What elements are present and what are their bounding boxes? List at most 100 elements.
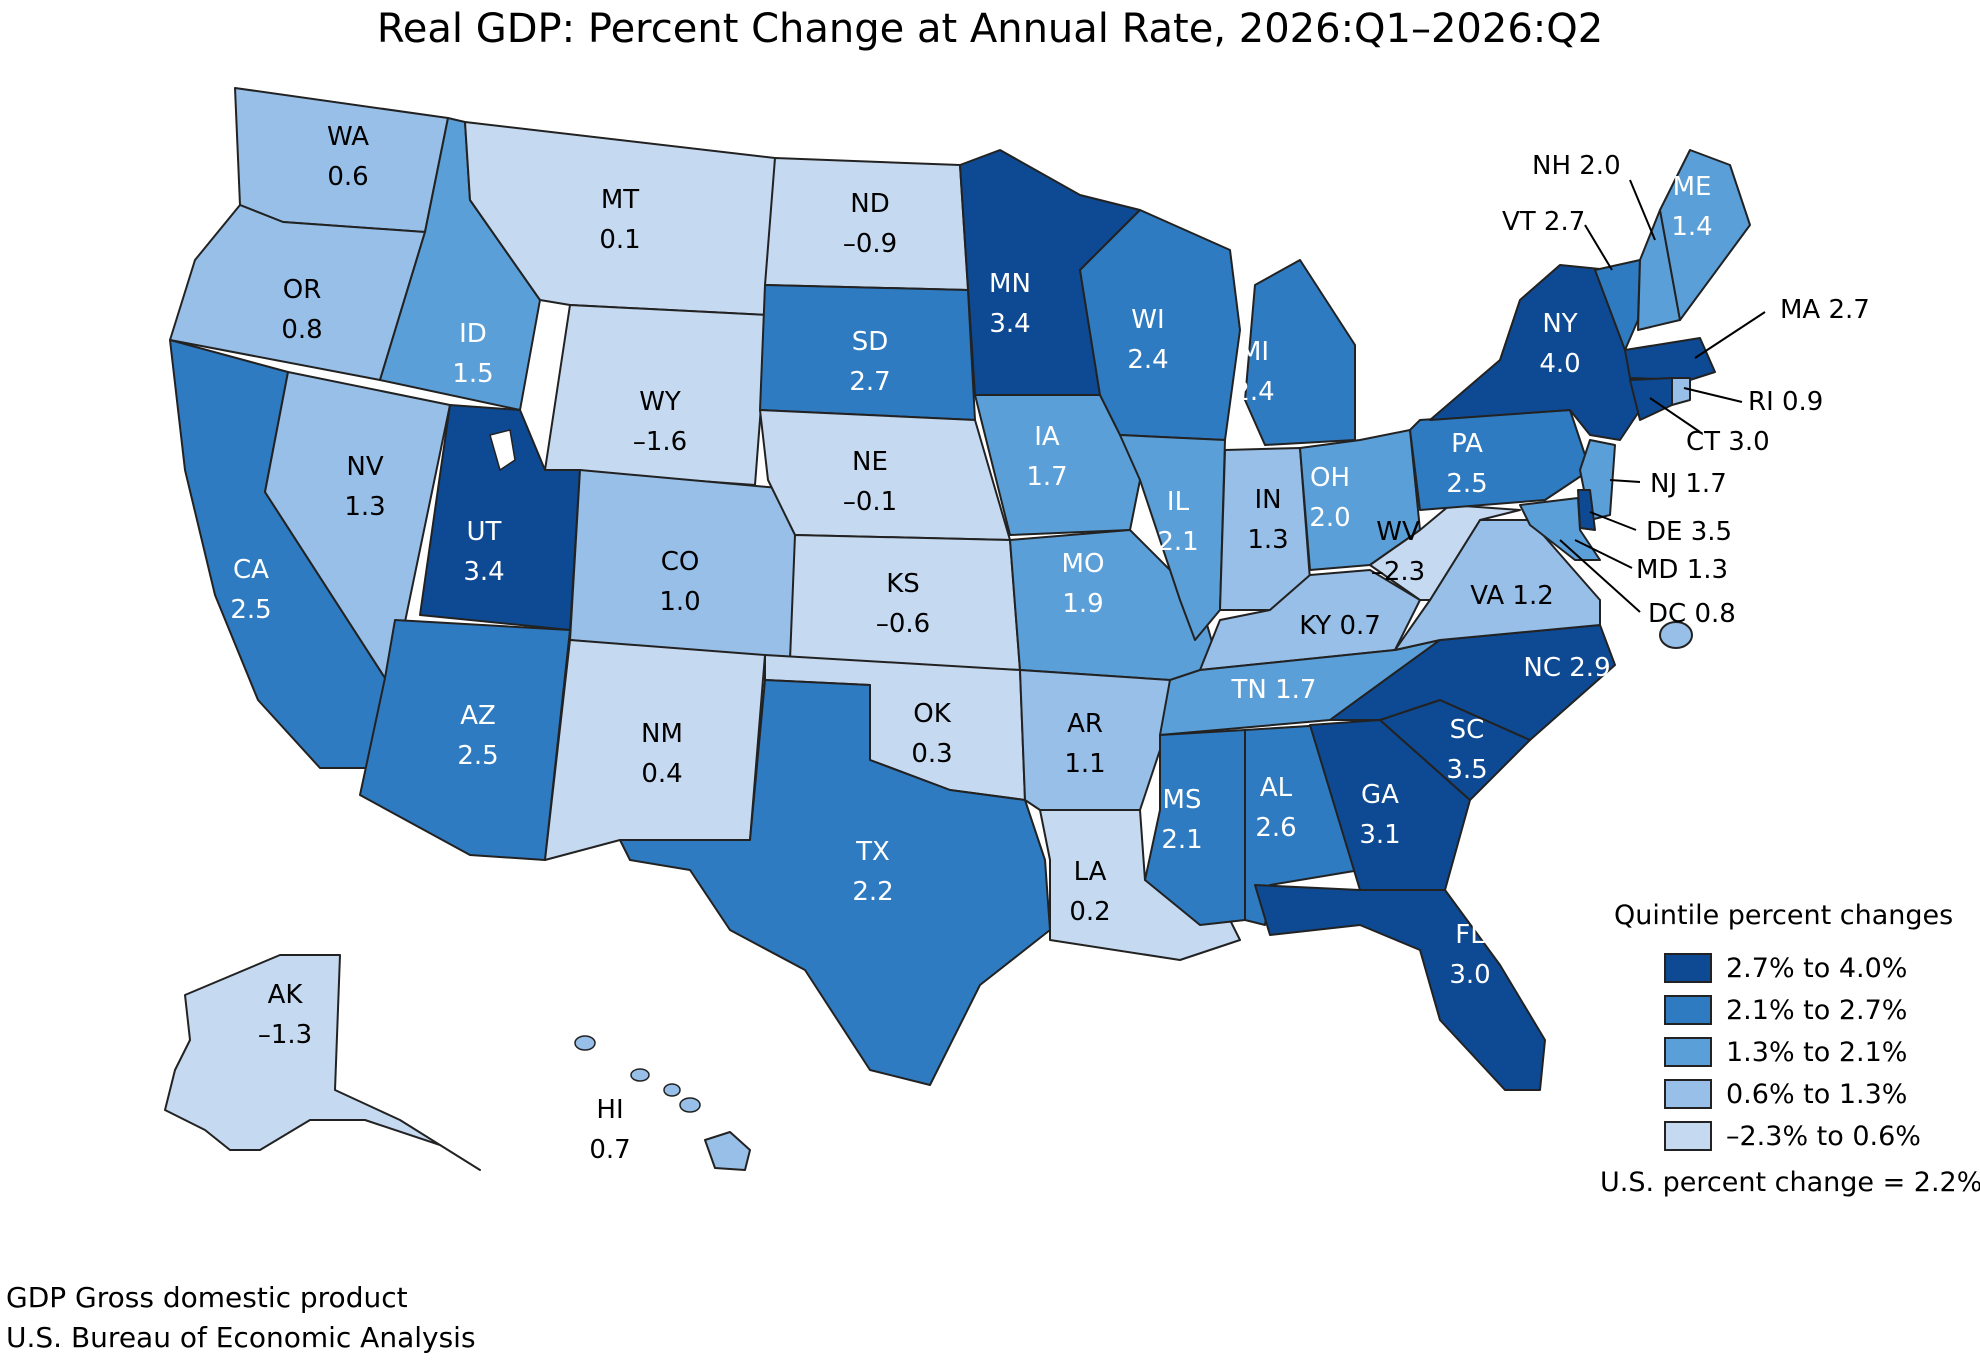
state-value-NY: 4.0: [1539, 349, 1580, 379]
state-value-ME: 1.4: [1671, 212, 1712, 242]
leader-NH: [1629, 179, 1656, 241]
state-label-KY: KY 0.7: [1299, 611, 1381, 641]
legend-swatch: [1664, 1079, 1712, 1109]
state-HI: [704, 1131, 751, 1171]
state-label-SC: SC: [1450, 715, 1485, 745]
great-salt-lake: [489, 429, 516, 472]
note-source: U.S. Bureau of Economic Analysis: [6, 1321, 476, 1354]
state-KS: [789, 534, 1021, 671]
state-IL: [1119, 434, 1226, 641]
state-label-KS: KS: [886, 569, 920, 599]
leader-RI: [1683, 387, 1743, 403]
legend-swatch: [1664, 1121, 1712, 1151]
state-label-NC: NC 2.9: [1523, 653, 1610, 683]
state-label-WI: WI: [1131, 305, 1164, 335]
state-value-OH: 2.0: [1309, 503, 1350, 533]
leader-CT: [1649, 397, 1701, 433]
state-label-AK: AK: [268, 980, 304, 1010]
state-label-AR: AR: [1067, 709, 1103, 739]
state-WI: [1079, 209, 1241, 441]
state-label-DE: DE 3.5: [1646, 517, 1732, 547]
state-label-SD: SD: [852, 327, 889, 357]
state-value-AR: 1.1: [1064, 749, 1105, 779]
state-value-CA: 2.5: [230, 595, 271, 625]
state-LA: [1039, 809, 1241, 961]
state-value-LA: 0.2: [1069, 897, 1110, 927]
state-label-VT: VT 2.7: [1502, 207, 1585, 237]
state-label-ME: ME: [1673, 172, 1712, 202]
legend-item: –2.3% to 0.6%: [1664, 1115, 1974, 1157]
state-value-CO: 1.0: [659, 587, 700, 617]
state-label-CT: CT 3.0: [1686, 427, 1770, 457]
state-value-SD: 2.7: [849, 367, 890, 397]
state-value-MI: 2.4: [1233, 377, 1274, 407]
leader-NJ: [1609, 479, 1641, 483]
leader-MD: [1574, 539, 1633, 569]
state-value-FL: 3.0: [1449, 960, 1490, 990]
state-label-DC: DC 0.8: [1648, 599, 1736, 629]
state-label-NM: NM: [641, 719, 683, 749]
note-gdp: GDP Gross domestic product: [6, 1281, 408, 1314]
state-value-UT: 3.4: [463, 557, 504, 587]
state-RI: [1671, 377, 1691, 406]
leader-MA: [1694, 311, 1766, 359]
state-label-MN: MN: [989, 269, 1031, 299]
state-label-NE: NE: [852, 447, 888, 477]
legend-title: Quintile percent changes: [1614, 900, 1954, 931]
state-value-OK: 0.3: [911, 739, 952, 769]
state-label-ND: ND: [850, 189, 889, 219]
hawaii-island-1: [574, 1035, 596, 1051]
state-IA: [974, 394, 1141, 536]
legend-item: 0.6% to 1.3%: [1664, 1073, 1974, 1115]
state-value-NM: 0.4: [641, 759, 682, 789]
legend-swatch: [1664, 995, 1712, 1025]
state-label-NJ: NJ 1.7: [1650, 469, 1727, 499]
state-AK: [164, 954, 481, 1171]
state-value-WA: 0.6: [327, 162, 368, 192]
state-label-VA: VA 1.2: [1470, 581, 1554, 611]
state-label-MI: MI: [1239, 337, 1269, 367]
state-label-WV: WV: [1376, 517, 1420, 547]
state-PA: [1409, 409, 1591, 511]
state-MA: [1624, 337, 1716, 381]
state-value-NV: 1.3: [344, 492, 385, 522]
leader-lines: [1559, 179, 1766, 613]
state-label-MO: MO: [1062, 549, 1105, 579]
us-percent-change: U.S. percent change = 2.2%: [1600, 1167, 1980, 1198]
state-label-NH: NH 2.0: [1532, 151, 1621, 181]
state-ME: [1659, 149, 1751, 321]
state-value-WV: –2.3: [1371, 557, 1425, 587]
leader-VT: [1584, 224, 1613, 271]
state-value-ID: 1.5: [452, 359, 493, 389]
legend-item: 2.1% to 2.7%: [1664, 989, 1974, 1031]
legend-item: 2.7% to 4.0%: [1664, 947, 1974, 989]
state-FL: [1254, 884, 1546, 1091]
state-label-IL: IL: [1167, 487, 1190, 517]
state-label-LA: LA: [1074, 857, 1107, 887]
legend-swatch: [1664, 1037, 1712, 1067]
state-label-OR: OR: [283, 275, 322, 305]
state-value-MS: 2.1: [1161, 825, 1202, 855]
state-value-SC: 3.5: [1446, 755, 1487, 785]
state-AZ: [359, 619, 571, 861]
state-value-NE: –0.1: [843, 487, 897, 517]
state-value-KS: –0.6: [876, 609, 930, 639]
hawaii-island-2: [630, 1068, 650, 1082]
legend-label: 1.3% to 2.1%: [1726, 1036, 1908, 1068]
state-AR: [1019, 669, 1171, 811]
state-value-MT: 0.1: [599, 225, 640, 255]
state-label-PA: PA: [1451, 429, 1483, 459]
state-value-PA: 2.5: [1446, 469, 1487, 499]
state-value-ND: –0.9: [843, 229, 897, 259]
state-label-MS: MS: [1163, 785, 1202, 815]
state-label-AL: AL: [1260, 773, 1293, 803]
state-value-IN: 1.3: [1247, 525, 1288, 555]
state-value-WI: 2.4: [1127, 345, 1168, 375]
state-label-UT: UT: [467, 517, 502, 547]
state-value-MN: 3.4: [989, 309, 1030, 339]
state-label-GA: GA: [1361, 780, 1399, 810]
state-value-AL: 2.6: [1255, 813, 1296, 843]
state-label-OK: OK: [913, 699, 951, 729]
state-label-MT: MT: [601, 185, 639, 215]
